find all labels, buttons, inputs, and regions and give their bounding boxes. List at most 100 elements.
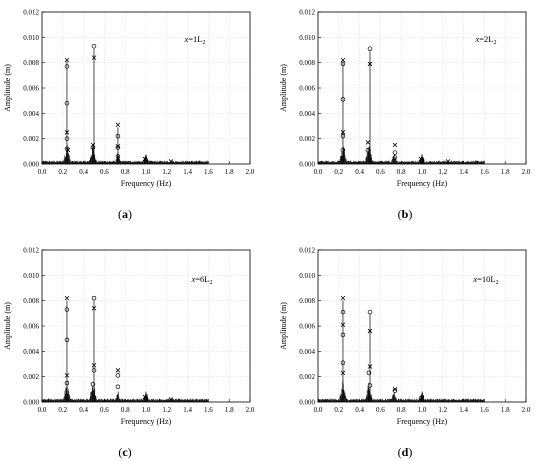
- caption-paren-open: (: [398, 445, 402, 459]
- data-point-cross: [115, 143, 121, 149]
- y-tick-label: 0.012: [299, 247, 315, 255]
- y-tick-label: 0.000: [299, 161, 315, 169]
- x-tick-label: 1.2: [162, 406, 171, 414]
- x-axis-label: Frequency (Hz): [397, 417, 448, 426]
- data-point-cross: [168, 159, 174, 164]
- caption-letter: d: [402, 445, 409, 459]
- caption-paren-close: ): [408, 207, 412, 221]
- cross-stroke: [367, 61, 373, 67]
- chart-panel-d: 0.0 0.2 0.4 0.6 0.8 1.0 1.2 1.4 1.6 1.8 2.0 0.000 0.…: [279, 247, 531, 460]
- x-tick-label: 1.0: [142, 168, 151, 176]
- caption-paren-open: (: [118, 207, 122, 221]
- cross-stroke: [115, 122, 121, 128]
- cross-stroke: [168, 397, 174, 402]
- x-tick-label: 1.8: [501, 168, 510, 176]
- data-point-cross: [340, 370, 346, 376]
- data-point-cross: [340, 130, 346, 135]
- y-axis-label: Amplitude (m): [3, 64, 12, 112]
- y-axis-label: Amplitude (m): [3, 302, 12, 350]
- y-tick-label: 0.012: [23, 9, 39, 17]
- y-tick-label: 0.000: [23, 161, 39, 169]
- cross-stroke: [419, 395, 425, 401]
- cross-stroke: [64, 295, 70, 301]
- caption-letter: c: [122, 445, 128, 459]
- y-tick-label: 0.000: [299, 399, 315, 407]
- cross-stroke: [115, 368, 121, 373]
- cross-stroke: [64, 57, 70, 63]
- y-tick-label: 0.002: [23, 135, 39, 143]
- x-tick-label: 0.8: [121, 168, 130, 176]
- cross-stroke: [340, 370, 346, 376]
- cross-stroke: [64, 373, 70, 378]
- data-point-cross: [418, 156, 424, 162]
- chart-panel-a: 0.0 0.2 0.4 0.6 0.8 1.0 1.2 1.4 1.6 1.8 2.0 0.000 0.…: [3, 9, 255, 222]
- x-axis-label: Frequency (Hz): [121, 417, 172, 426]
- data-point-cross: [91, 55, 97, 60]
- x-tick-label: 1.4: [459, 406, 468, 414]
- y-tick-label: 0.008: [23, 297, 39, 305]
- cross-stroke: [91, 55, 97, 60]
- data-point-circle: [392, 388, 398, 393]
- data-point-cross: [419, 395, 425, 401]
- y-tick-label: 0.010: [23, 272, 39, 280]
- data-point-cross: [340, 57, 346, 63]
- y-tick-label: 0.002: [299, 373, 315, 381]
- data-point-cross: [64, 373, 70, 378]
- annotation-variable: x: [190, 274, 195, 284]
- x-tick-label: 2.0: [522, 168, 531, 176]
- data-point-cross: [91, 305, 97, 311]
- data-point-cross: [445, 159, 451, 164]
- y-tick-label: 0.006: [299, 85, 315, 93]
- y-tick-label: 0.010: [23, 34, 39, 42]
- panel-caption: (b): [398, 207, 413, 221]
- y-tick-label: 0.010: [299, 34, 315, 42]
- data-point-circle: [64, 337, 70, 343]
- y-tick-label: 0.012: [299, 9, 315, 17]
- x-tick-label: 1.6: [480, 406, 489, 414]
- data-point-circle: [366, 370, 372, 376]
- cross-stroke: [418, 156, 424, 162]
- annotation-variable: x: [472, 274, 477, 284]
- x-tick-label: 0.2: [334, 168, 343, 176]
- x-tick-label: 1.2: [162, 168, 171, 176]
- data-point-circle: [90, 145, 96, 150]
- x-axis-label: Frequency (Hz): [397, 179, 448, 188]
- data-point-circle: [90, 382, 96, 387]
- data-point-cross: [367, 328, 373, 334]
- data-point-circle: [64, 100, 70, 106]
- data-point-circle: [367, 383, 373, 388]
- x-tick-label: 1.4: [459, 168, 468, 176]
- data-point-circle: [115, 373, 121, 378]
- data-point-circle: [340, 360, 346, 365]
- data-point-cross: [64, 295, 70, 301]
- caption-paren-close: ): [128, 445, 132, 459]
- x-tick-label: 1.4: [183, 406, 192, 414]
- x-tick-label: 1.8: [225, 168, 234, 176]
- data-point-circle: [340, 133, 346, 139]
- cross-stroke: [365, 140, 371, 145]
- cross-stroke: [445, 159, 451, 164]
- data-point-cross: [64, 130, 70, 135]
- y-tick-label: 0.010: [299, 272, 315, 280]
- x-tick-label: 1.2: [438, 168, 447, 176]
- data-point-cross: [115, 122, 121, 128]
- annotation-subscript: 2: [203, 40, 206, 46]
- data-point-cross: [392, 142, 398, 148]
- caption-paren-open: (: [118, 445, 122, 459]
- annotation-value: =1L: [188, 34, 202, 44]
- chart-panel-b: 0.0 0.2 0.4 0.6 0.8 1.0 1.2 1.4 1.6 1.8 2.0 0.000 0.…: [279, 9, 531, 222]
- x-tick-label: 0.4: [355, 406, 364, 414]
- data-point-circle: [340, 309, 346, 315]
- position-annotation: x=6L2: [190, 274, 212, 286]
- y-tick-label: 0.008: [299, 59, 315, 67]
- caption-paren-close: ): [128, 207, 132, 221]
- x-tick-label: 0.0: [314, 168, 323, 176]
- data-point-cross: [90, 142, 96, 148]
- y-tick-label: 0.004: [299, 348, 315, 356]
- x-tick-label: 0.6: [100, 406, 109, 414]
- x-tick-label: 0.6: [100, 168, 109, 176]
- data-point-cross: [367, 364, 373, 369]
- caption-paren-close: ): [408, 445, 412, 459]
- caption-letter: b: [402, 207, 409, 221]
